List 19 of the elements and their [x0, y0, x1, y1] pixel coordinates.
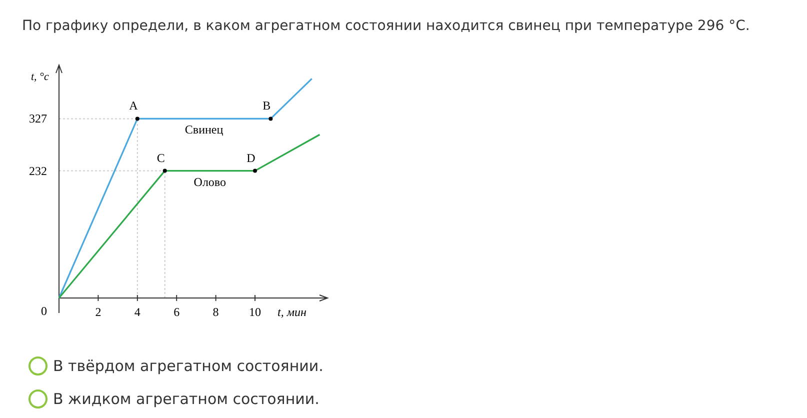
annotation: A: [129, 98, 138, 113]
y-axis-title: t, °c: [31, 71, 49, 83]
annotation: B: [262, 98, 271, 113]
y-tick-label: 232: [29, 164, 47, 178]
x-axis-title: t, мин: [278, 305, 307, 319]
x-tick-label: 10: [249, 305, 261, 319]
series-label: Свинец: [184, 122, 224, 137]
y-tick-label: 0: [41, 304, 47, 318]
x-tick-label: 2: [95, 305, 102, 319]
text: В жидком агрегатном состоянии.: [53, 390, 320, 408]
x-tick-label: 4: [134, 305, 140, 319]
text: По графику определи, в каком агрегатном состоянии находится свинец при температуре 296 °C.: [22, 18, 750, 34]
x-tick-label: 6: [174, 305, 180, 319]
x-tick-label: 8: [212, 305, 219, 319]
text: В твёрдом агрегатном состоянии.: [53, 357, 324, 375]
annotation: D: [246, 150, 256, 165]
y-tick-label: 327: [29, 112, 47, 126]
series-label: Олово: [194, 174, 226, 189]
annotation: C: [156, 150, 165, 165]
